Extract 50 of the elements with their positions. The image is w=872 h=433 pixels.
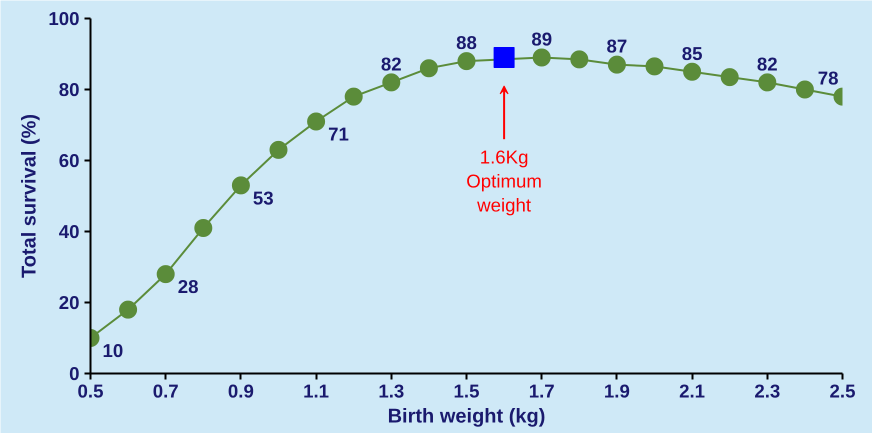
point [232,176,250,194]
point [420,59,438,78]
data-label: 87 [606,36,628,57]
x-tick-label: 0.7 [152,380,179,402]
point [194,218,212,237]
x-tick-label: 1.9 [604,380,630,402]
point [382,73,400,92]
data-label: 82 [380,53,402,74]
y-tick-label: 40 [58,221,80,242]
point [119,300,138,319]
x-tick-label: 1.7 [528,380,555,402]
point [570,50,588,68]
x-tick-label: 1.3 [378,380,404,402]
x-tick-label: 2.5 [830,380,856,402]
point [758,73,776,92]
x-tick-label: 2.3 [754,380,780,402]
data-label: 88 [456,32,477,54]
annotation: 1.6Kg Optimum weight [466,146,542,216]
y-tick-label: 80 [58,79,80,100]
point [494,47,515,68]
point [683,62,702,81]
point [307,112,326,130]
y-tick-label: 60 [58,150,80,171]
data-label: 85 [682,42,702,64]
point [796,80,814,98]
point [270,140,288,159]
x-tick-label: 1.1 [303,380,330,402]
y-tick-label: 20 [58,292,80,313]
y-axis-title: Total survival (%) [18,114,40,278]
point [458,52,476,70]
point [156,265,175,284]
data-label: 78 [818,68,839,89]
data-label: 10 [102,340,124,361]
data-label: 28 [178,276,198,298]
y-tick-label: 100 [48,8,80,29]
x-tick-label: 0.5 [78,380,104,402]
data-label: 53 [252,187,274,208]
point [646,57,664,76]
data-label: 71 [328,123,349,144]
point [608,56,626,74]
x-tick-label: 2.1 [679,380,706,402]
x-axis-title: Birth weight (kg) [388,406,546,428]
point [532,48,551,67]
data-label: 82 [756,53,778,74]
data-label: 89 [531,28,552,50]
point [344,88,363,106]
point [720,68,739,86]
y-tick-label: 0 [69,363,80,384]
x-tick-label: 0.9 [228,380,254,402]
x-tick-label: 1.5 [454,380,480,402]
